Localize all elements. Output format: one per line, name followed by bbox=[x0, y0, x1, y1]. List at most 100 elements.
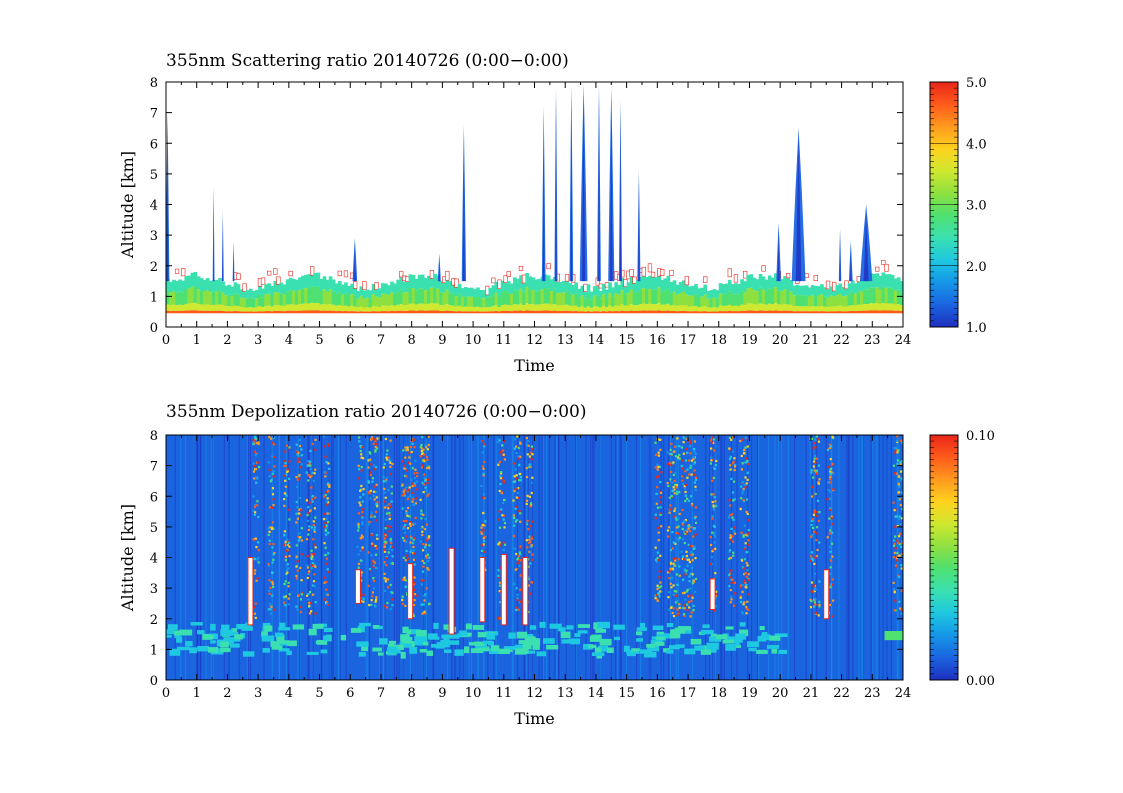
noise-speck bbox=[426, 566, 429, 570]
noise-speck bbox=[526, 494, 529, 497]
bl-cell bbox=[635, 291, 640, 306]
noise-speck bbox=[711, 515, 714, 518]
cloud-saturation-patch bbox=[825, 280, 831, 290]
noise-speck bbox=[674, 516, 677, 519]
bl-cell bbox=[718, 305, 723, 312]
noise-speck bbox=[677, 525, 680, 528]
bl-cell bbox=[703, 294, 708, 307]
texture-streak bbox=[205, 435, 207, 680]
noise-speck bbox=[375, 447, 379, 450]
noise-speck bbox=[404, 579, 408, 582]
noise-speck bbox=[298, 444, 302, 448]
cloud-saturation-patch bbox=[362, 281, 367, 290]
noise-speck bbox=[746, 445, 749, 448]
bl-cell bbox=[199, 304, 204, 311]
noise-speck bbox=[383, 537, 386, 540]
texture-streak bbox=[635, 435, 638, 680]
noise-speck bbox=[712, 506, 715, 509]
noise-speck bbox=[896, 539, 899, 542]
bl-cell bbox=[528, 276, 533, 290]
bl-cell bbox=[528, 304, 533, 311]
bl-cell bbox=[245, 307, 250, 312]
noise-speck bbox=[501, 501, 505, 505]
noise-speck bbox=[309, 460, 312, 463]
noise-speck bbox=[818, 603, 821, 606]
noise-speck bbox=[253, 513, 256, 516]
noise-speck bbox=[306, 576, 309, 580]
aerosol-cell bbox=[470, 648, 484, 653]
noise-speck bbox=[403, 527, 406, 530]
aerosol-cell bbox=[379, 638, 388, 645]
bl-cell bbox=[476, 311, 480, 314]
noise-speck bbox=[814, 439, 817, 442]
bl-cell bbox=[482, 290, 486, 299]
noise-speck bbox=[742, 488, 745, 491]
aerosol-cell bbox=[388, 640, 397, 645]
texture-streak bbox=[223, 435, 225, 680]
bl-cell bbox=[878, 275, 883, 289]
noise-speck bbox=[412, 491, 415, 495]
noise-speck bbox=[306, 519, 310, 523]
noise-speck bbox=[503, 521, 507, 525]
bl-cell bbox=[427, 288, 431, 304]
noise-speck bbox=[384, 527, 387, 530]
noise-speck bbox=[372, 494, 375, 498]
aerosol-cell bbox=[518, 640, 530, 645]
noise-speck bbox=[817, 440, 821, 443]
bl-cell bbox=[755, 291, 760, 305]
bl-cell bbox=[463, 296, 468, 307]
bl-cell bbox=[439, 280, 443, 293]
noise-speck bbox=[324, 529, 327, 532]
bl-cell bbox=[316, 310, 321, 314]
texture-streak bbox=[858, 435, 860, 680]
bl-cell bbox=[552, 310, 557, 314]
noise-speck bbox=[267, 527, 270, 530]
bl-cell bbox=[697, 288, 701, 298]
bl-cell bbox=[826, 297, 830, 308]
bl-cell bbox=[285, 304, 290, 311]
bl-cell bbox=[442, 305, 447, 312]
saturated-column bbox=[354, 569, 361, 604]
aerosol-cell bbox=[643, 652, 657, 658]
bl-cell bbox=[448, 292, 453, 306]
noise-speck bbox=[480, 530, 483, 534]
noise-speck bbox=[669, 448, 672, 451]
noise-speck bbox=[401, 602, 404, 605]
noise-speck bbox=[375, 443, 379, 446]
noise-speck bbox=[895, 447, 898, 450]
bl-cell bbox=[221, 305, 225, 311]
bl-cell bbox=[537, 310, 542, 314]
bl-cell bbox=[595, 306, 600, 312]
noise-speck bbox=[420, 603, 423, 606]
noise-speck bbox=[831, 462, 834, 466]
bl-cell bbox=[494, 281, 499, 293]
noise-speck bbox=[268, 592, 271, 595]
aerosol-cell bbox=[312, 623, 324, 629]
aerosol-cell bbox=[639, 622, 646, 629]
noise-speck bbox=[740, 531, 743, 534]
bl-cell bbox=[255, 289, 259, 299]
bl-cell bbox=[574, 305, 579, 312]
noise-speck bbox=[306, 594, 309, 597]
noise-speck bbox=[514, 487, 517, 491]
noise-speck bbox=[530, 544, 533, 547]
bl-cell bbox=[334, 305, 339, 312]
bl-cell bbox=[399, 310, 404, 314]
bl-cell bbox=[368, 307, 373, 312]
x-tick-label: 2 bbox=[223, 333, 231, 348]
noise-speck bbox=[414, 459, 417, 462]
bl-cell bbox=[451, 305, 456, 312]
bl-cell bbox=[270, 311, 275, 314]
noise-speck bbox=[528, 535, 531, 538]
noise-speck bbox=[498, 541, 501, 544]
saturated-column bbox=[709, 578, 716, 611]
noise-speck bbox=[814, 611, 817, 615]
aerosol-cell bbox=[359, 622, 371, 627]
noise-speck bbox=[283, 464, 286, 468]
noise-speck bbox=[422, 579, 425, 582]
bl-cell bbox=[359, 311, 364, 314]
bl-cell bbox=[866, 276, 870, 290]
noise-speck bbox=[257, 442, 260, 446]
bl-cell bbox=[626, 311, 631, 314]
noise-speck bbox=[284, 479, 287, 482]
